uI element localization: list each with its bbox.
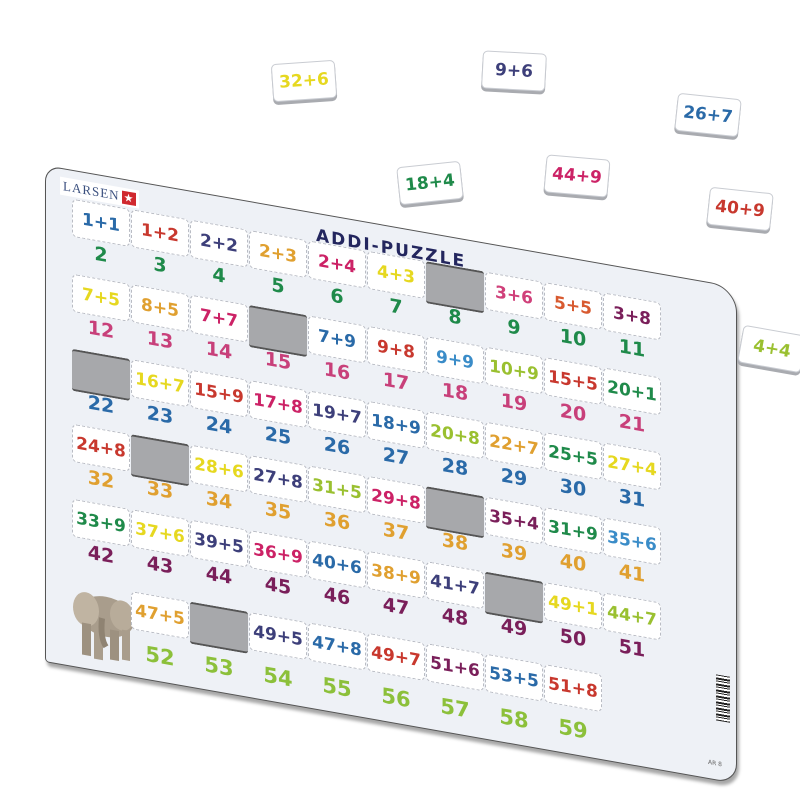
puzzle-slot[interactable] [190,601,248,654]
loose-puzzle-piece[interactable]: 9+6 [481,50,547,92]
puzzle-slot[interactable]: 47+8 [308,622,366,672]
loose-puzzle-piece[interactable]: 32+6 [270,59,338,103]
puzzle-piece[interactable]: 49+5 [249,611,307,661]
answer-number: 53 [204,652,234,682]
puzzle-piece[interactable]: 49+7 [367,632,425,682]
answer-number: 59 [558,714,588,744]
puzzle-piece[interactable]: 53+5 [485,653,543,702]
answer-number: 56 [381,683,411,713]
answer-number: 57 [440,693,470,723]
elephant-illustration [64,581,144,674]
puzzle-piece[interactable]: 51+8 [544,663,602,713]
puzzle-piece[interactable]: 51+6 [426,643,484,692]
puzzle-slot[interactable]: 49+7 [367,632,425,683]
loose-puzzle-piece[interactable]: 26+7 [674,92,742,138]
barcode [716,674,730,723]
loose-puzzle-piece[interactable]: 44+9 [543,154,611,198]
product-code: AR 8 [708,758,722,769]
answer-number: 54 [263,662,293,692]
puzzle-slot[interactable]: 51+8 [544,663,602,714]
puzzle-slot[interactable]: 51+6 [426,643,484,693]
loose-puzzle-piece[interactable]: 18+4 [396,160,464,206]
answer-number: 55 [322,672,352,703]
answer-number: 58 [499,704,529,734]
puzzle-slot[interactable]: 53+5 [485,653,543,704]
loose-puzzle-piece[interactable]: 40+9 [706,186,774,232]
puzzle-board: LARSEN ★ ADDI-PUZZLE AR 8 1+1 2 1+2 3 2+2 4 2+… [45,165,737,785]
puzzle-piece[interactable]: 47+8 [308,622,366,671]
puzzle-slot[interactable]: 49+5 [249,611,307,662]
loose-puzzle-piece[interactable]: 4+4 [737,324,800,374]
empty-slot[interactable] [190,601,248,654]
puzzle-piece[interactable]: 47+5 [131,591,189,640]
